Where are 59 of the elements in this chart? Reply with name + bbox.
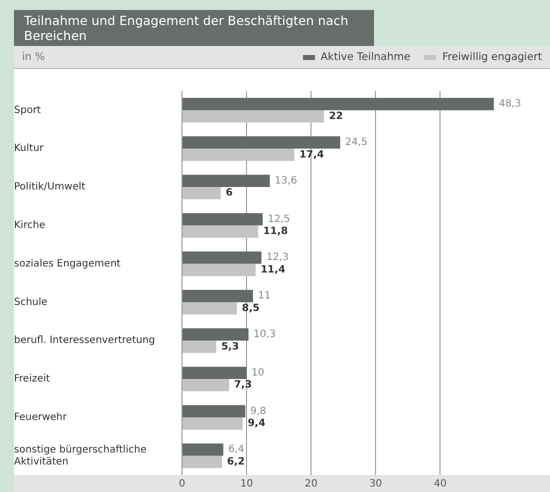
bar	[182, 302, 237, 314]
y-tick-label: soziales Engagement	[14, 258, 121, 270]
data-label: 8,5	[242, 302, 260, 314]
bar	[182, 174, 270, 187]
bar	[182, 417, 243, 430]
data-label: 7,3	[234, 380, 252, 391]
data-label: 48,3	[498, 98, 522, 110]
y-tick-label: Sport	[14, 104, 41, 116]
bar	[182, 456, 222, 468]
data-label: 13,6	[274, 175, 298, 186]
data-label: 12,5	[268, 214, 290, 225]
y-tick-label: Freizeit	[14, 374, 50, 385]
bar	[182, 340, 216, 353]
bar	[182, 264, 256, 276]
bar	[182, 136, 340, 149]
y-tick-label: Schule	[14, 296, 48, 308]
y-tick-label: Kultur	[14, 143, 44, 154]
data-label: 9,8	[250, 406, 266, 417]
data-label: 6,4	[228, 444, 244, 456]
bar	[182, 110, 324, 122]
bar	[182, 379, 230, 392]
data-label: 10	[252, 367, 264, 378]
data-label: 17,4	[299, 149, 324, 160]
data-label: 6,2	[227, 456, 245, 468]
bar	[182, 444, 224, 456]
bar	[182, 187, 221, 200]
x-tick-label: 0	[178, 478, 186, 490]
bar	[182, 366, 247, 379]
chart-title: Teilnahme und Engagement der Beschäftigten nach Bereichen	[14, 10, 374, 46]
x-tick-label: 20	[304, 478, 318, 490]
bar	[182, 290, 254, 302]
bar	[182, 405, 246, 418]
x-tick-label: 40	[434, 478, 447, 490]
bar	[182, 98, 494, 110]
data-label: 11,4	[260, 264, 286, 276]
legend-label: Freiwillig engagiert	[442, 51, 542, 63]
bar	[182, 225, 258, 238]
data-label: 6	[226, 188, 233, 199]
y-tick-label: berufl. Interessenvertretung	[14, 335, 156, 346]
data-label: 10,3	[254, 329, 276, 340]
data-label: 12,3	[266, 252, 289, 264]
data-label: 11	[258, 290, 271, 302]
data-label: 24,5	[345, 137, 368, 148]
legend-label: Aktive Teilnahme	[320, 51, 410, 63]
x-tick-label: 10	[240, 478, 253, 490]
y-tick-label: Kirche	[14, 220, 46, 231]
bar	[182, 213, 263, 226]
y-tick-label: Politik/Umwelt	[14, 182, 86, 193]
y-tick-label: Feuerwehr	[14, 412, 68, 423]
data-label: 11,8	[263, 226, 288, 238]
data-label: 22	[329, 110, 343, 122]
data-label: 9,4	[248, 418, 266, 430]
y-tick-label: sonstige bürgerschaftliche Aktivitäten	[14, 444, 146, 468]
text: in %	[22, 51, 46, 63]
data-label: 5,3	[221, 341, 239, 352]
bar	[182, 252, 262, 264]
x-tick-label: 30	[369, 478, 382, 490]
bar	[182, 328, 248, 341]
bar	[182, 148, 294, 161]
